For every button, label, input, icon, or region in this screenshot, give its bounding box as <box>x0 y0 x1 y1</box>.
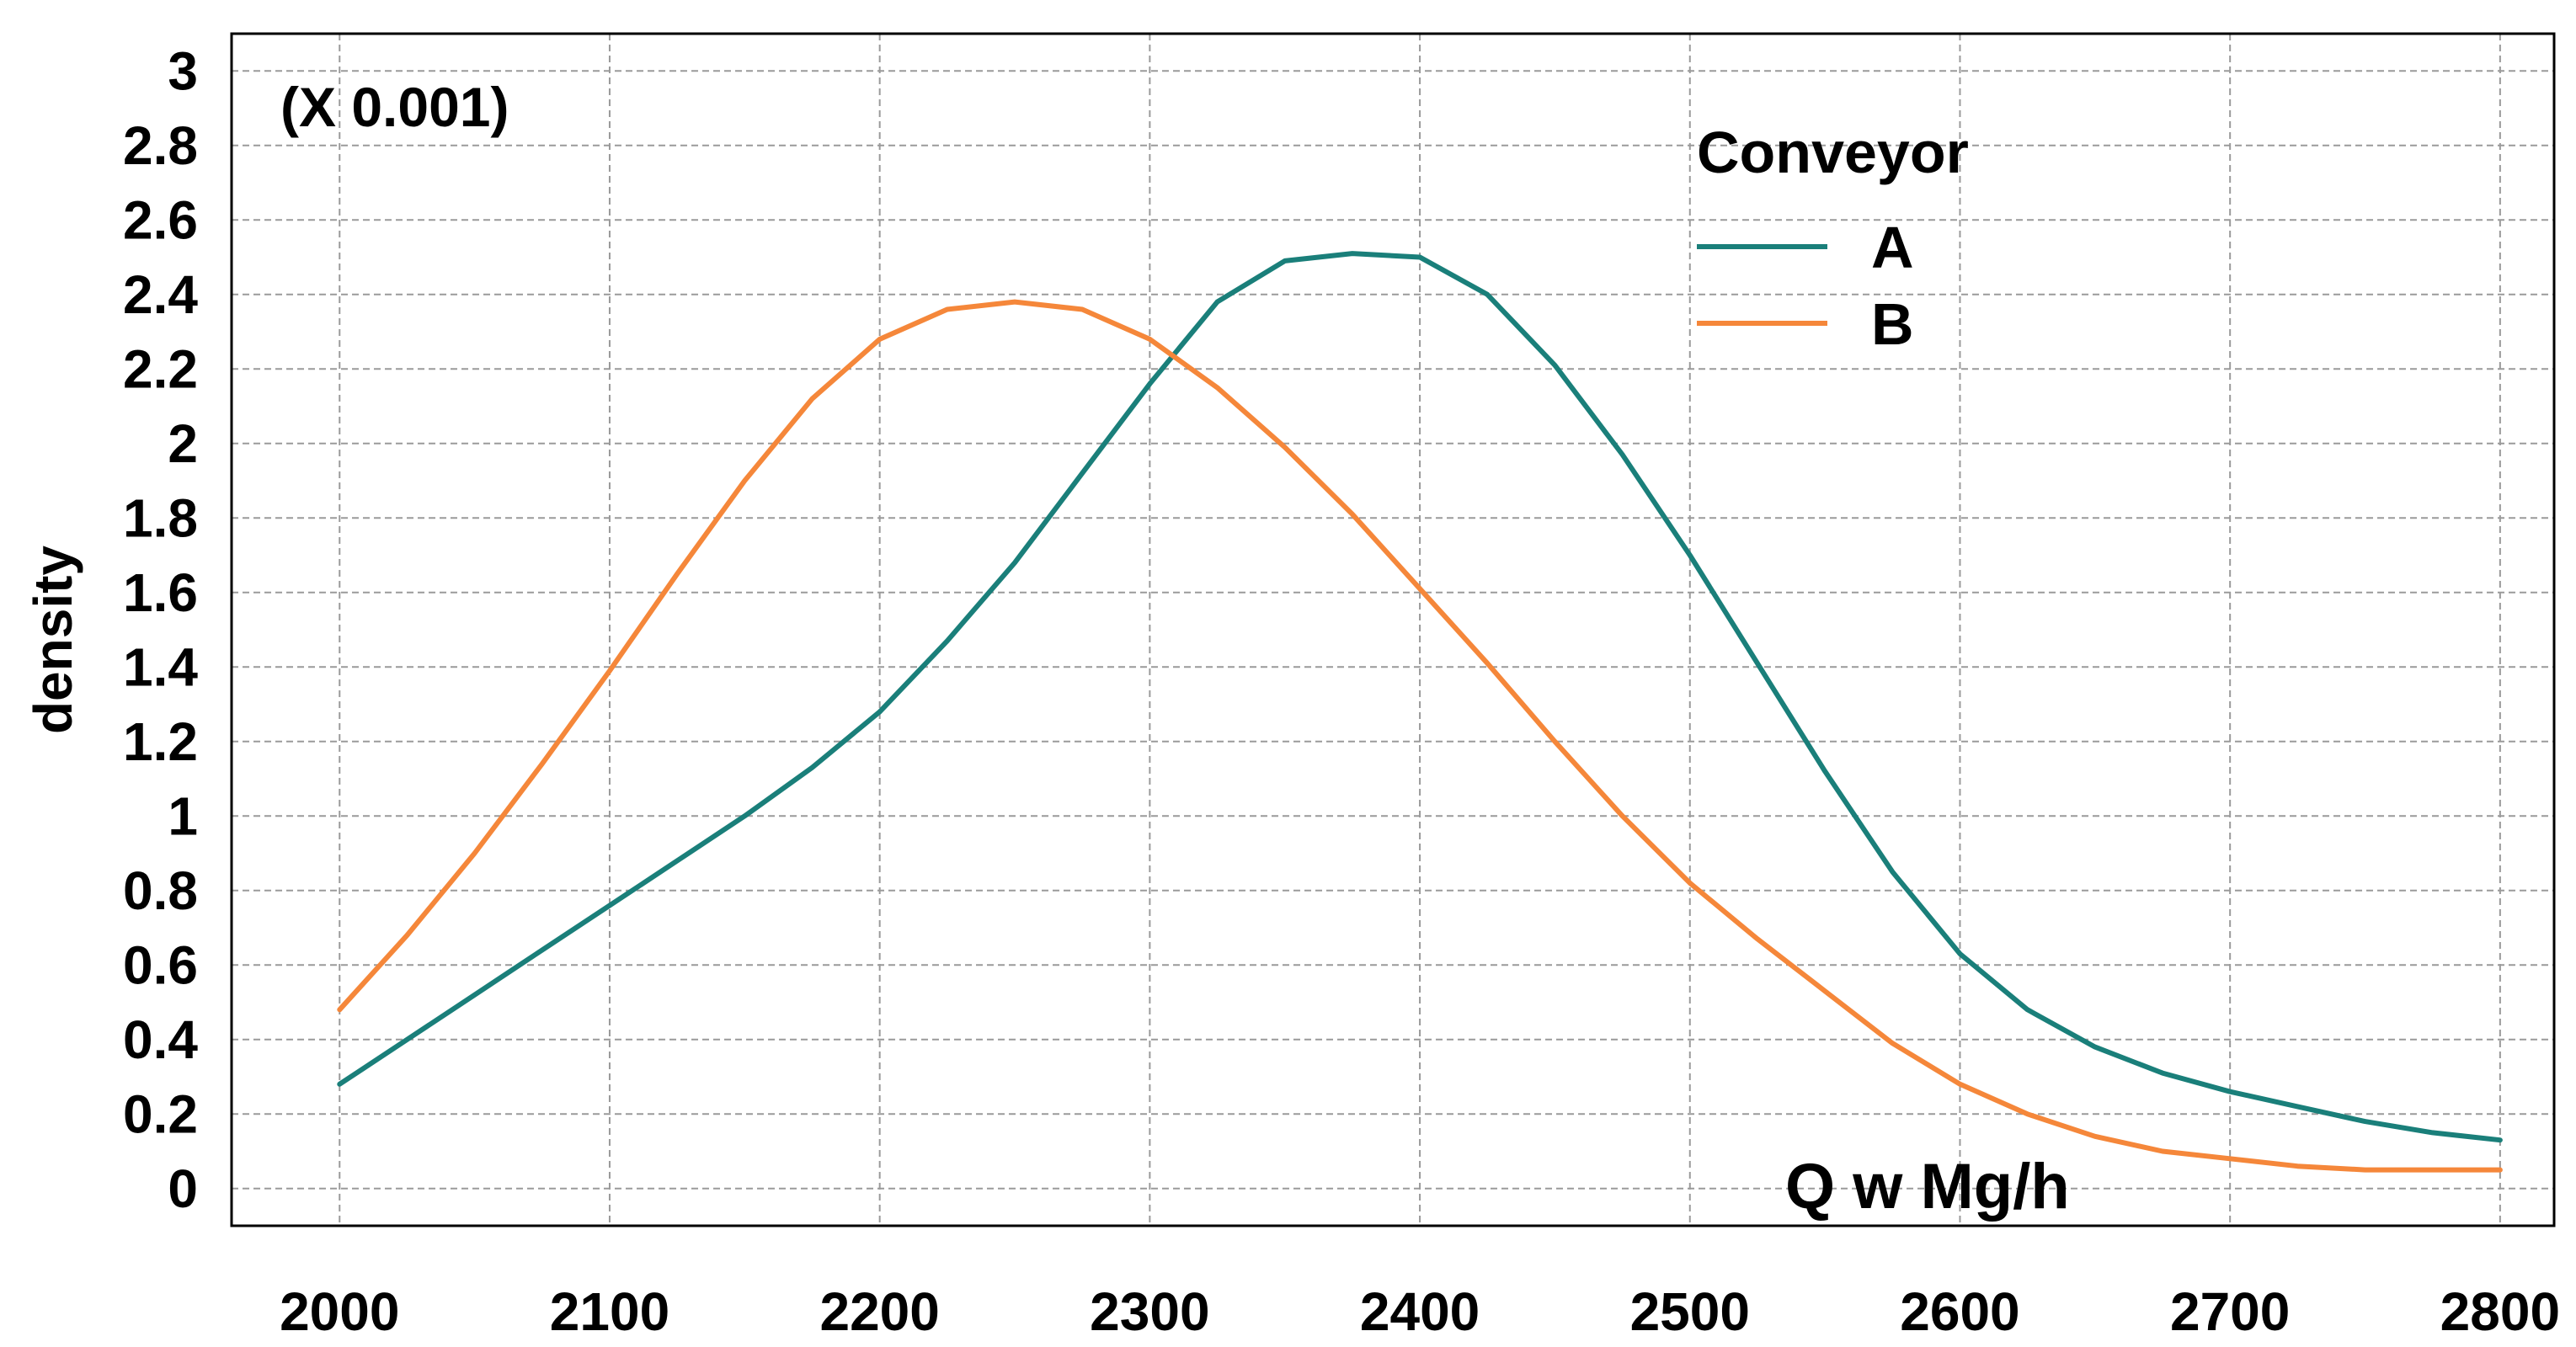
y-tick-label: 1.8 <box>123 487 198 548</box>
x-tick-label: 2600 <box>1900 1281 2019 1342</box>
y-tick-label: 0.2 <box>123 1083 198 1144</box>
y-tick-label: 2.4 <box>123 264 198 325</box>
legend-label-a: A <box>1871 215 1914 280</box>
y-tick-labels: 0 0.2 0.4 0.6 0.8 1 1.2 1.4 1.6 1.8 2 2.2 2.4 2.6 2.8 3 <box>123 40 198 1219</box>
y-tick-label: 2.2 <box>123 338 198 399</box>
grid-lines <box>232 34 2554 1226</box>
x-tick-label: 2800 <box>2440 1281 2560 1342</box>
legend: Conveyor A B <box>1697 120 1969 357</box>
x-tick-label: 2000 <box>280 1281 399 1342</box>
y-tick-label: 0.8 <box>123 860 198 921</box>
y-tick-label: 1.2 <box>123 711 198 772</box>
x-tick-label: 2700 <box>2170 1281 2290 1342</box>
legend-title: Conveyor <box>1697 120 1969 185</box>
y-tick-label: 1.4 <box>123 636 198 697</box>
y-tick-label: 0.4 <box>123 1009 198 1070</box>
x-tick-label: 2400 <box>1360 1281 1480 1342</box>
y-tick-label: 2 <box>168 413 198 474</box>
x-tick-label: 2500 <box>1630 1281 1750 1342</box>
x-axis-label: Q w Mg/h <box>1785 1151 2070 1222</box>
x-tick-label: 2300 <box>1090 1281 1209 1342</box>
y-tick-label: 2.8 <box>123 115 198 176</box>
legend-label-b: B <box>1871 291 1914 357</box>
y-tick-label: 1.6 <box>123 562 198 623</box>
plot-frame <box>230 32 2556 1227</box>
y-axis-label: density <box>23 546 83 734</box>
scale-note: (X 0.001) <box>280 76 509 138</box>
x-tick-label: 2100 <box>550 1281 669 1342</box>
x-tick-label: 2200 <box>819 1281 939 1342</box>
series-lines <box>337 251 2503 1173</box>
y-tick-label: 0 <box>168 1158 198 1219</box>
series-line-a <box>337 251 2503 1143</box>
y-tick-label: 0.6 <box>123 934 198 995</box>
y-tick-label: 3 <box>168 40 198 101</box>
x-tick-labels: 2000 2100 2200 2300 2400 2500 2600 2700 2800 <box>280 1281 2560 1342</box>
y-tick-label: 1 <box>168 785 198 846</box>
y-tick-label: 2.6 <box>123 189 198 250</box>
series-line-b <box>337 299 2503 1173</box>
